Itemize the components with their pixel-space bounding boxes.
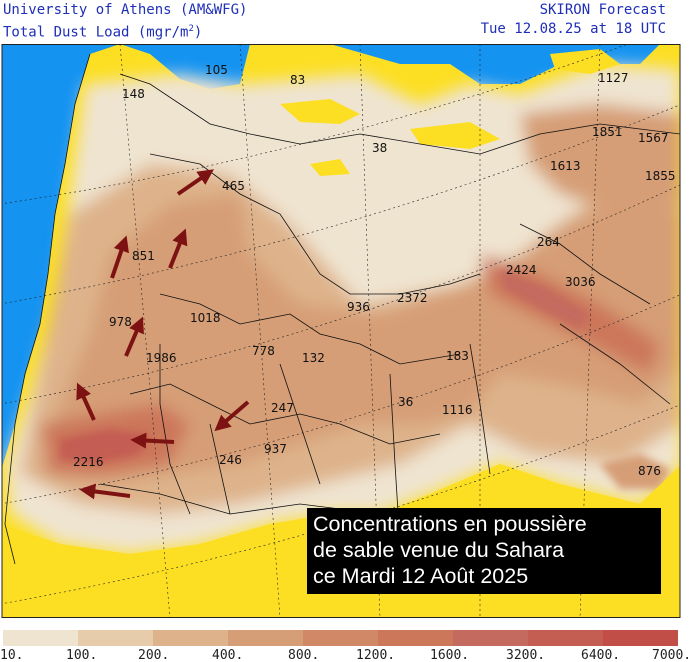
value-label: 978 [109, 315, 132, 329]
value-label: 2372 [397, 291, 428, 305]
value-label: 1851 [592, 125, 623, 139]
value-label: 38 [372, 141, 387, 155]
legend-swatch [378, 630, 453, 646]
arrow-icon [124, 316, 144, 357]
legend-swatch [528, 630, 603, 646]
legend-tick: 800. [288, 648, 320, 662]
arrow-icon [76, 382, 96, 421]
legend-tick: 3200. [506, 648, 546, 662]
value-label: 83 [290, 73, 305, 87]
legend-swatch [78, 630, 153, 646]
value-label: 851 [132, 249, 155, 263]
value-label: 1567 [638, 131, 669, 145]
legend-swatch [453, 630, 528, 646]
legend-tick: 6400. [581, 648, 621, 662]
legend-tick: 7000. [652, 648, 692, 662]
value-label: 3036 [565, 275, 596, 289]
arrow-icon [110, 235, 129, 279]
legend-tick: 400. [212, 648, 244, 662]
arrow-icon [176, 169, 214, 196]
value-label: 1986 [146, 351, 177, 365]
value-label: 264 [537, 235, 560, 249]
model-label: SKIRON Forecast [539, 2, 666, 18]
value-label: 183 [446, 349, 469, 363]
arrow-icon [79, 483, 131, 500]
legend-swatch [3, 630, 78, 646]
value-label: 1855 [645, 169, 676, 183]
value-label: 36 [398, 395, 413, 409]
color-legend: 10. 100. 200. 400. 800. 1200. 1600. 3200… [0, 630, 700, 662]
value-label: 1018 [190, 311, 221, 325]
dust-load-map: 105 83 148 1127 1851 1567 38 1613 1855 4… [1, 44, 681, 618]
institution-label: University of Athens (AM&WFG) [3, 2, 248, 18]
value-label: 2424 [506, 263, 537, 277]
arrow-icon [168, 228, 188, 269]
value-label: 148 [122, 87, 145, 101]
product-label: Total Dust Load (mgr/m2) [3, 24, 203, 41]
value-label: 465 [222, 179, 245, 193]
legend-tick: 10. [0, 648, 24, 662]
lat-lon-grid [2, 44, 680, 618]
valid-time-label: Tue 12.08.25 at 18 UTC [480, 21, 666, 37]
legend-swatch [228, 630, 303, 646]
legend-swatch [303, 630, 378, 646]
legend-tick: 100. [66, 648, 98, 662]
arrow-icon [130, 432, 175, 449]
country-borders [4, 53, 680, 565]
value-label: 1613 [550, 159, 581, 173]
caption-line: de sable venue du Sahara [313, 538, 565, 562]
value-label: 132 [302, 351, 325, 365]
value-label: 247 [271, 401, 294, 415]
caption-box: Concentrations en poussière de sable ven… [307, 508, 661, 594]
legend-swatch [153, 630, 228, 646]
dust-transport-arrows [76, 169, 250, 500]
value-label: 876 [638, 464, 661, 478]
value-label: 105 [205, 63, 228, 77]
value-label: 2216 [73, 455, 104, 469]
legend-swatch [603, 630, 678, 646]
caption-line: Concentrations en poussière [313, 512, 587, 536]
legend-tick: 200. [138, 648, 170, 662]
value-label: 936 [347, 300, 370, 314]
value-label: 1127 [598, 71, 629, 85]
dust-value-labels: 105 83 148 1127 1851 1567 38 1613 1855 4… [73, 63, 676, 478]
arrow-icon [214, 400, 250, 432]
value-label: 778 [252, 344, 275, 358]
map-frame [1, 44, 681, 618]
legend-tick: 1200. [356, 648, 396, 662]
value-label: 246 [219, 453, 242, 467]
caption-line: ce Mardi 12 Août 2025 [313, 564, 529, 588]
legend-tick: 1600. [430, 648, 470, 662]
value-label: 1116 [442, 403, 473, 417]
value-label: 937 [264, 442, 287, 456]
